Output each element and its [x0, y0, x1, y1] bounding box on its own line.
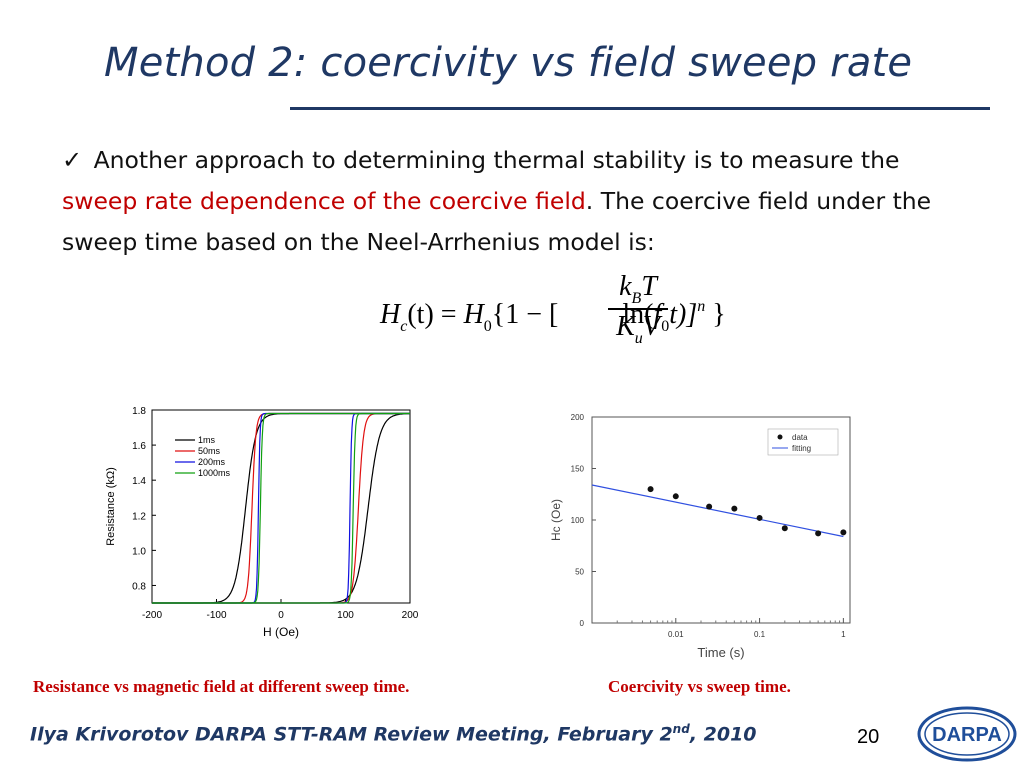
x-axis-label: Time (s)	[697, 645, 744, 660]
data-point	[781, 525, 788, 532]
y-axis-label: Hc (Oe)	[549, 499, 563, 541]
legend-label-data: data	[792, 433, 808, 442]
plot-frame	[151, 409, 411, 604]
data-point	[647, 486, 654, 493]
slide-title: Method 2: coercivity vs field sweep rate	[104, 40, 913, 86]
caption-left: Resistance vs magnetic field at differen…	[33, 677, 410, 696]
x-tick-label: 0.1	[754, 630, 766, 639]
x-tick-label: 0	[278, 610, 284, 621]
legend-label-1ms: 1ms	[198, 435, 216, 445]
legend-label-50ms: 50ms	[198, 446, 221, 456]
legend-label-1000ms: 1000ms	[198, 468, 231, 478]
page-number: 20	[857, 726, 880, 748]
caption-right: Coercivity vs sweep time.	[608, 677, 791, 696]
x-tick-label: -200	[142, 610, 162, 621]
title-underline	[290, 107, 990, 110]
data-point	[815, 530, 822, 537]
body-text-part2: . The coercive field under the sweep tim…	[62, 187, 932, 256]
x-tick-label: 200	[402, 610, 419, 621]
y-tick-label: 1.4	[132, 476, 146, 487]
legend-marker-data	[777, 434, 783, 440]
coercivity-vs-time-chart: 0 50 100 150 200 0.01 0.1 1 Time (s) Hc (Oe) data f…	[549, 413, 851, 660]
legend-label-fitting: fitting	[792, 444, 811, 453]
x-tick-label: -100	[206, 610, 226, 621]
darpa-logo: DARPA	[917, 706, 1017, 762]
formula-fraction: kBT KuV	[608, 272, 668, 347]
y-tick-label: 100	[571, 516, 585, 525]
y-tick-label: 150	[571, 465, 585, 474]
body-highlight: sweep rate dependence of the coercive fi…	[62, 187, 586, 215]
legend-label-200ms: 200ms	[198, 457, 226, 467]
series-1000ms-sweep-down	[152, 412, 410, 604]
body-text-part1: Another approach to determining thermal …	[86, 146, 900, 174]
y-tick-label: 1.6	[132, 441, 146, 452]
x-tick-label: 1	[841, 630, 846, 639]
neel-arrhenius-formula: Hc(t) = H0{1 − [ln(f0t)]n } kBT KuV	[380, 271, 726, 347]
y-axis-label: Resistance (kΩ)	[105, 467, 117, 546]
footer-text: Ilya Krivorotov DARPA STT-RAM Review Mee…	[30, 722, 757, 746]
x-tick-label: 100	[337, 610, 354, 621]
data-point	[731, 505, 738, 512]
y-tick-label: 1.0	[132, 546, 146, 557]
x-tick-label: 0.01	[668, 630, 684, 639]
body-paragraph: ✓ Another approach to determining therma…	[62, 140, 942, 263]
fitting-line	[591, 484, 844, 538]
data-point	[756, 514, 763, 521]
x-axis-label: H (Oe)	[263, 625, 299, 639]
y-tick-label: 200	[571, 413, 585, 422]
y-tick-label: 0	[580, 619, 585, 628]
y-tick-label: 50	[575, 568, 584, 577]
darpa-logo-text: DARPA	[932, 724, 1002, 746]
resistance-vs-field-chart: -200 -100 0 100 200 0.8 1.0 1.2 1.4 1.6 1.8 H (Oe) R…	[105, 406, 419, 639]
data-point	[672, 493, 679, 500]
checkmark-icon: ✓	[62, 146, 83, 174]
y-tick-label: 1.2	[132, 511, 146, 522]
data-point	[706, 503, 713, 510]
data-point	[840, 529, 847, 536]
y-tick-label: 0.8	[132, 581, 146, 592]
y-tick-label: 1.8	[132, 406, 146, 417]
legend-box	[767, 428, 839, 456]
